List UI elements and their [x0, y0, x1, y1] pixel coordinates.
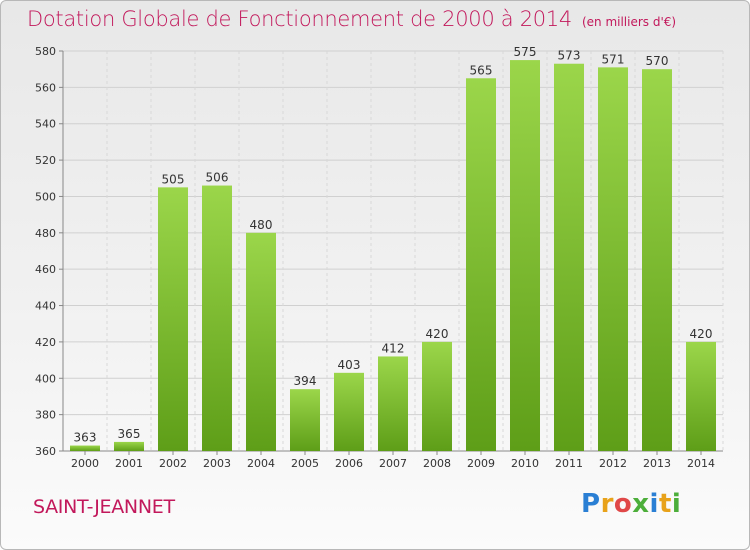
y-tick-label: 560 — [35, 81, 56, 94]
bar — [642, 69, 672, 451]
data-label: 571 — [602, 52, 625, 66]
x-tick-label: 2012 — [599, 457, 627, 470]
x-tick-label: 2010 — [511, 457, 539, 470]
x-tick-label: 2003 — [203, 457, 231, 470]
data-label: 363 — [74, 431, 97, 445]
data-label: 505 — [162, 172, 185, 186]
bar — [378, 356, 408, 451]
x-tick-label: 2001 — [115, 457, 143, 470]
bar — [246, 232, 276, 451]
y-tick-label: 520 — [35, 154, 56, 167]
y-tick-label: 460 — [35, 263, 56, 276]
data-label: 420 — [690, 327, 713, 341]
logo-letter: t — [658, 489, 672, 519]
unit-note: (en milliers d'€) — [581, 15, 677, 29]
bar — [70, 445, 100, 451]
chart-title-text: Dotation Globale de Fonctionnement de 20… — [27, 7, 572, 31]
logo-letter: r — [600, 489, 614, 519]
bar — [422, 341, 452, 451]
y-tick-label: 360 — [35, 445, 56, 458]
data-labels: 363 365 505 506 480 394 403 412 420 565 575 573 571 5… — [74, 45, 713, 444]
y-tick-label: 440 — [35, 300, 56, 313]
proxiti-logo: Proxiti — [581, 489, 681, 519]
x-tick-label: 2004 — [247, 457, 275, 470]
bars — [70, 60, 716, 452]
bar — [686, 341, 716, 451]
logo-letter: o — [613, 489, 633, 519]
data-label: 565 — [470, 63, 493, 77]
data-label: 575 — [514, 45, 537, 59]
data-label: 420 — [426, 327, 449, 341]
data-label: 480 — [250, 218, 273, 232]
y-tick-label: 580 — [35, 45, 56, 58]
commune-name: SAINT-JEANNET — [33, 496, 175, 518]
bar — [598, 67, 628, 451]
data-label: 506 — [206, 171, 229, 185]
x-tick-label: 2007 — [379, 457, 407, 470]
x-tick-label: 2008 — [423, 457, 451, 470]
data-label: 365 — [118, 427, 141, 441]
bar — [114, 441, 144, 451]
y-tick-label: 380 — [35, 409, 56, 422]
x-tick-label: 2002 — [159, 457, 187, 470]
logo-letter: x — [632, 489, 650, 519]
data-label: 412 — [382, 341, 405, 355]
data-label: 570 — [646, 54, 669, 68]
y-tick-label: 500 — [35, 190, 56, 203]
x-tick-label: 2013 — [643, 457, 671, 470]
y-tick-label: 480 — [35, 227, 56, 240]
x-tick-label: 2006 — [335, 457, 363, 470]
chart-title: Dotation Globale de Fonctionnement de 20… — [27, 7, 676, 31]
data-label: 573 — [558, 49, 581, 63]
logo-letter: i — [671, 489, 682, 519]
x-tick-label: 2005 — [291, 457, 319, 470]
y-tick-label: 540 — [35, 118, 56, 131]
y-tick-label: 400 — [35, 372, 56, 385]
data-label: 394 — [294, 374, 317, 388]
bar — [466, 78, 496, 451]
logo-letter: i — [649, 489, 659, 519]
x-tick-label: 2009 — [467, 457, 495, 470]
x-tick-label: 2000 — [71, 457, 99, 470]
bar — [510, 60, 540, 451]
bar — [290, 389, 320, 451]
bar — [202, 185, 232, 451]
bar — [554, 63, 584, 452]
bar — [158, 187, 188, 451]
logo-letter: P — [581, 489, 601, 519]
bar — [334, 372, 364, 451]
x-tick-label: 2011 — [555, 457, 583, 470]
data-label: 403 — [338, 358, 361, 372]
y-tick-label: 420 — [35, 336, 56, 349]
x-tick-label: 2014 — [687, 457, 715, 470]
